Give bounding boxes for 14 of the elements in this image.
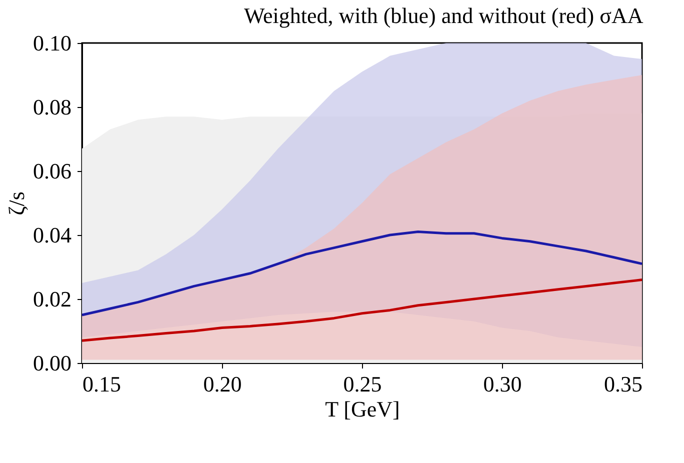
y-tick-label: 0.02 — [33, 286, 72, 312]
x-tick-label: 0.20 — [203, 372, 242, 396]
x-tick-label: 0.35 — [604, 372, 642, 396]
chart-title: Weighted, with (blue) and without (red) σAA — [244, 3, 644, 28]
y-tick-label: 0.06 — [33, 158, 72, 184]
y-axis-title: ζ/s — [4, 192, 29, 216]
y-tick-label: 0.10 — [33, 30, 72, 56]
x-tick-label: 0.25 — [343, 372, 382, 396]
y-tick-label: 0.00 — [33, 350, 72, 376]
x-tick-label: 0.30 — [483, 372, 522, 396]
y-tick-label: 0.04 — [33, 222, 72, 248]
x-axis-title: T [GeV] — [325, 396, 400, 422]
y-tick-label: 0.08 — [33, 94, 72, 120]
x-tick-label: 0.15 — [82, 372, 121, 396]
